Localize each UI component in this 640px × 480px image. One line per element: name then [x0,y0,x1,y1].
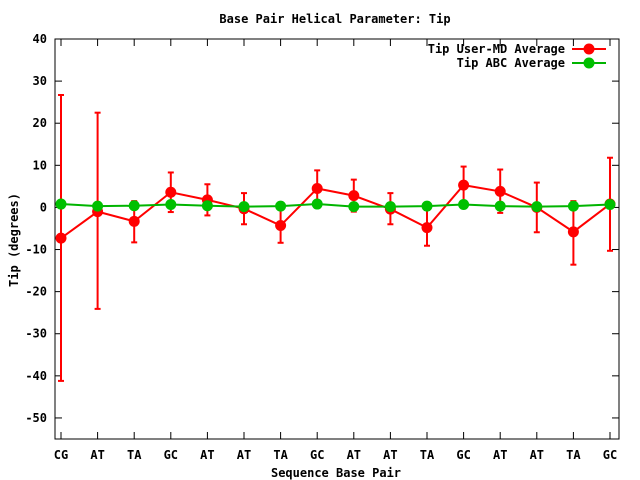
x-tick-label: TA [566,448,581,462]
x-tick-label: AT [383,448,397,462]
y-tick-label: 10 [33,158,47,172]
data-point [201,200,213,212]
data-point [55,232,67,244]
y-tick-label: 0 [40,200,47,214]
x-tick-label: AT [530,448,544,462]
x-tick-label: GC [603,448,617,462]
data-point [421,200,433,212]
legend-label: Tip ABC Average [457,56,565,70]
series-line [60,184,611,239]
y-tick-label: 20 [33,116,47,130]
x-tick-label: AT [347,448,361,462]
axes: 40 30 20 10 0 -10 -20 -30 -40 -50 CG AT TA GC AT AT TA GC… [25,32,620,462]
data-point [494,185,506,197]
error-bars [58,94,613,382]
data-point [238,201,250,213]
x-tick-label: AT [493,448,507,462]
y-tick-label: 40 [33,32,47,46]
data-point [275,200,287,212]
y-tick-label: -30 [25,327,47,341]
x-tick-label: AT [90,448,104,462]
x-tick-label: AT [237,448,251,462]
x-tick-label: TA [420,448,435,462]
series-markers [55,179,616,244]
data-point [384,201,396,213]
x-tick-label: TA [127,448,142,462]
legend-marker [583,57,595,69]
data-point [604,198,616,210]
data-point [311,198,323,210]
data-point [348,201,360,213]
data-point [421,222,433,234]
data-point [458,179,470,191]
data-point [165,198,177,210]
data-point [567,200,579,212]
data-point [128,215,140,227]
legend-marker [583,43,595,55]
data-point [275,220,287,232]
y-tick-label: -50 [25,411,47,425]
y-tick-label: -20 [25,285,47,299]
data-point [494,200,506,212]
data-point [165,186,177,198]
x-axis-label: Sequence Base Pair [271,466,401,480]
y-tick-label: -40 [25,369,47,383]
chart-title: Base Pair Helical Parameter: Tip [219,12,450,26]
x-tick-label: CG [54,448,68,462]
x-tick-label: TA [273,448,288,462]
data-point [92,200,104,212]
x-tick-label: GC [456,448,470,462]
x-tick-label: GC [310,448,324,462]
series-line [60,203,611,208]
x-tick-label: AT [200,448,214,462]
data-point [531,201,543,213]
series-lines [60,184,611,239]
y-tick-label: 30 [33,74,47,88]
data-point [458,198,470,210]
data-point [55,198,67,210]
y-tick-label: -10 [25,243,47,257]
data-point [128,200,140,212]
data-point [348,190,360,202]
plot-frame [54,38,620,440]
x-tick-label: GC [164,448,178,462]
data-point [567,226,579,238]
data-point [311,182,323,194]
legend-label: Tip User-MD Average [428,42,565,56]
y-axis-label: Tip (degrees) [7,193,21,287]
